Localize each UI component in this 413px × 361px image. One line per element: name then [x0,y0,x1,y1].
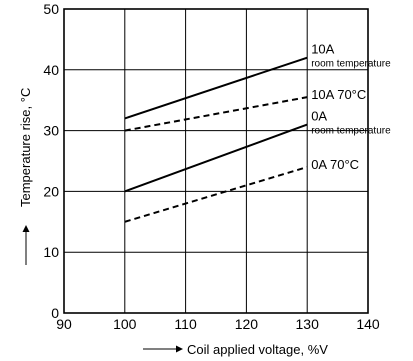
y-axis-title: Temperature rise, °C [18,88,33,265]
series-line [124,123,308,193]
x-tick-label: 110 [174,316,197,332]
y-tick-label: 10 [43,244,59,260]
series-lines [124,56,308,223]
series-line [124,56,308,120]
series-label: 10A 70°C [311,87,366,102]
x-tick-label: 90 [56,316,72,332]
y-tick-label: 20 [43,183,59,199]
y-tick-label: 50 [43,1,59,17]
y-tick-label: 30 [43,123,59,139]
y-tick-label: 40 [43,62,59,78]
series-label: 0A 70°C [311,157,359,172]
series-line [124,166,308,223]
y-tick-label: 0 [51,305,59,321]
series-label: 10A [311,42,334,57]
ticks: 90 100 110 120 130 140 0 10 20 30 40 50 [43,1,379,332]
series-label: 0A [311,109,327,124]
series-label-sub: room temperature [311,126,391,137]
x-tick-label: 140 [356,316,380,332]
series-annotations: 10A room temperature 10A 70°C 0A room temper… [311,42,391,172]
x-axis-label: Coil applied voltage, %V [187,342,328,357]
series-label-sub: room temperature [311,59,391,70]
x-tick-label: 130 [296,316,320,332]
series-line [124,96,308,132]
plot-frame [63,8,369,314]
x-tick-label: 120 [235,316,259,332]
grid [64,9,368,313]
x-axis-arrow-head [176,345,183,353]
x-tick-label: 100 [113,316,137,332]
x-axis-title: Coil applied voltage, %V [143,342,328,357]
y-axis-arrow-head [22,225,30,232]
y-axis-label: Temperature rise, °C [18,88,33,207]
